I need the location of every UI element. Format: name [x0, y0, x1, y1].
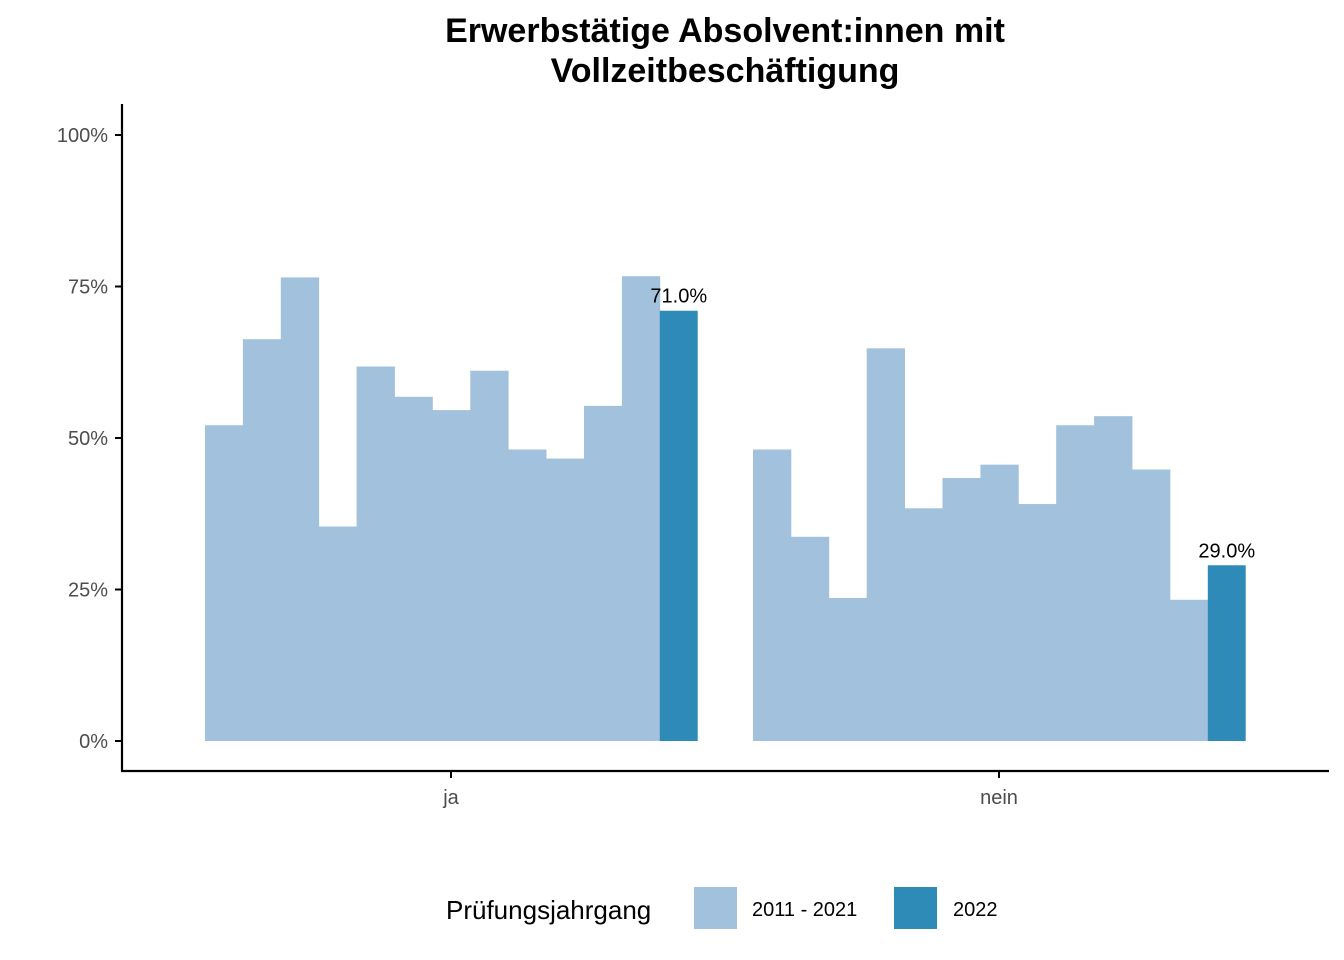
bar-ja-2011-2021-12: [621, 276, 661, 741]
chart-title-line-2: Vollzeitbeschäftigung: [551, 52, 900, 90]
bar-nein-2011-2021-12: [1169, 599, 1209, 741]
legend-title: Prüfungsjahrgang: [446, 895, 651, 925]
bar-ja-2011-2021-9: [508, 449, 547, 741]
bar-nein-2011-2021-10: [1094, 416, 1133, 741]
legend-swatch-2022: [894, 887, 937, 929]
bar-nein-2011-2021-9: [1056, 425, 1095, 741]
bar-nein-2011-2021-3: [828, 597, 868, 741]
bar-ja-2011-2021-5: [356, 366, 395, 741]
chart-title-line-1: Erwerbstätige Absolvent:innen mit: [445, 12, 1005, 50]
y-tick-label-0: 0%: [79, 731, 108, 753]
bars-group: [205, 276, 1246, 741]
bar-ja-2011-2021-11: [584, 405, 623, 741]
bar-ja-2011-2021-4: [318, 526, 357, 741]
bar-nein-2011-2021-5: [904, 508, 943, 741]
data-label-nein-2022: 29.0%: [1198, 540, 1255, 562]
bar-nein-2011-2021-7: [980, 464, 1019, 741]
data-label-ja-2022: 71.0%: [650, 286, 707, 308]
legend: Prüfungsjahrgang 2011 - 2021 2022: [446, 887, 998, 929]
bar-nein-2011-2021-11: [1132, 469, 1171, 741]
bar-ja-2011-2021-10: [546, 458, 585, 741]
legend-label-2011-2021: 2011 - 2021: [752, 899, 857, 921]
bar-ja-2011-2021-2: [242, 339, 282, 741]
bar-nein-2011-2021-1: [753, 449, 792, 741]
legend-label-2022: 2022: [953, 899, 998, 921]
bar-ja-2011-2021-1: [205, 425, 244, 741]
bar-nein-2011-2021-2: [790, 536, 830, 741]
legend-swatch-2011-2021: [694, 887, 737, 929]
bar-nein-2011-2021-6: [942, 478, 981, 741]
bar-ja-2011-2021-3: [280, 277, 320, 741]
bar-ja-2011-2021-7: [432, 410, 471, 741]
bar-nein-2011-2021-4: [866, 348, 905, 741]
x-tick-label-nein: nein: [980, 787, 1018, 809]
data-labels-group: 71.0% 29.0%: [650, 286, 1255, 563]
y-tick-label-100: 100%: [57, 125, 108, 147]
bar-ja-2022: [659, 310, 698, 741]
bar-nein-2022: [1207, 565, 1246, 741]
x-axis-ticks: ja nein: [442, 771, 1018, 809]
bar-ja-2011-2021-6: [394, 396, 433, 741]
y-tick-label-50: 50%: [68, 428, 108, 450]
y-axis-ticks: 0% 25% 50% 75% 100%: [57, 125, 122, 753]
bar-ja-2011-2021-8: [470, 370, 509, 741]
y-tick-label-25: 25%: [68, 580, 108, 602]
bar-nein-2011-2021-8: [1018, 504, 1057, 741]
x-tick-label-ja: ja: [442, 787, 459, 809]
y-tick-label-75: 75%: [68, 277, 108, 299]
